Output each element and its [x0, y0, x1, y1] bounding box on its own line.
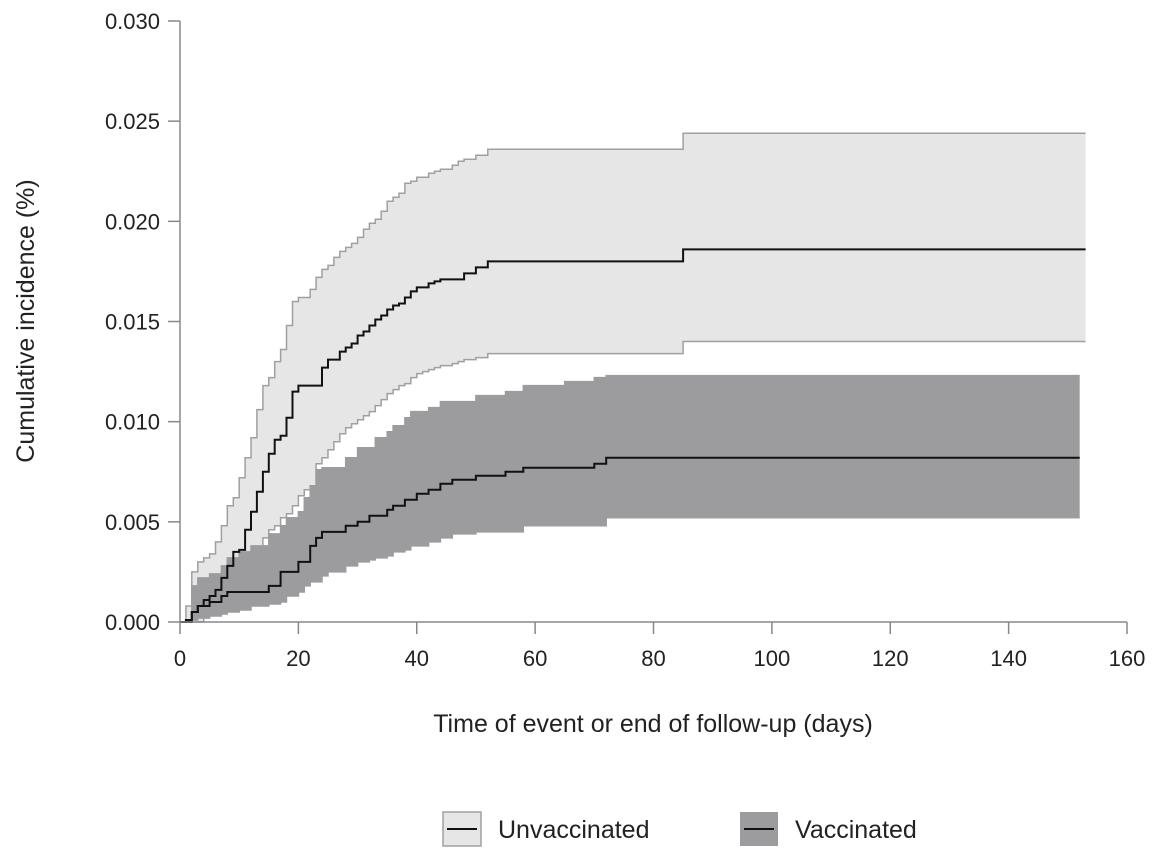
confidence-bands — [180, 132, 1086, 623]
confidence-band-unvaccinated — [180, 133, 1086, 622]
x-tick-label: 60 — [523, 646, 547, 671]
confidence-band-vaccinated — [180, 375, 1080, 622]
legend: Unvaccinated Vaccinated — [442, 811, 917, 847]
upper-bound-line-unvaccinated — [180, 132, 1086, 623]
x-tick-label: 160 — [1109, 646, 1146, 671]
x-tick-label: 120 — [872, 646, 909, 671]
y-tick-label: 0.025 — [105, 109, 160, 134]
legend-label-unvaccinated: Unvaccinated — [498, 816, 649, 844]
x-tick-label: 20 — [286, 646, 310, 671]
y-axis-title: Cumulative incidence (%) — [12, 179, 40, 462]
y-tick-label: 0.030 — [105, 9, 160, 34]
y-axis-ticks: 0.000 0.005 0.010 0.015 0.020 0.025 0.030 — [105, 9, 180, 635]
x-axis-ticks: 0 20 40 60 80 100 120 140 160 — [174, 622, 1145, 671]
y-tick-label: 0.010 — [105, 410, 160, 435]
estimate-line-unvaccinated — [180, 248, 1086, 623]
x-tick-label: 0 — [174, 646, 186, 671]
x-tick-label: 80 — [641, 646, 665, 671]
y-tick-label: 0.000 — [105, 610, 160, 635]
plot-area — [180, 132, 1086, 623]
x-axis-title: Time of event or end of follow-up (days) — [433, 710, 873, 738]
axes: 0.000 0.005 0.010 0.015 0.020 0.025 0.030 0 20 4… — [105, 9, 1145, 671]
y-tick-label: 0.005 — [105, 510, 160, 535]
lower-bound-line-vaccinated — [180, 517, 1080, 623]
y-tick-label: 0.015 — [105, 310, 160, 335]
legend-item-unvaccinated: Unvaccinated — [442, 811, 649, 847]
x-tick-label: 100 — [754, 646, 791, 671]
legend-label-vaccinated: Vaccinated — [795, 816, 917, 844]
y-tick-label: 0.020 — [105, 209, 160, 234]
x-tick-label: 40 — [405, 646, 429, 671]
legend-item-vaccinated: Vaccinated — [740, 812, 917, 846]
estimate-line-vaccinated — [180, 456, 1080, 623]
x-tick-label: 140 — [990, 646, 1027, 671]
estimate-lines — [180, 248, 1086, 623]
